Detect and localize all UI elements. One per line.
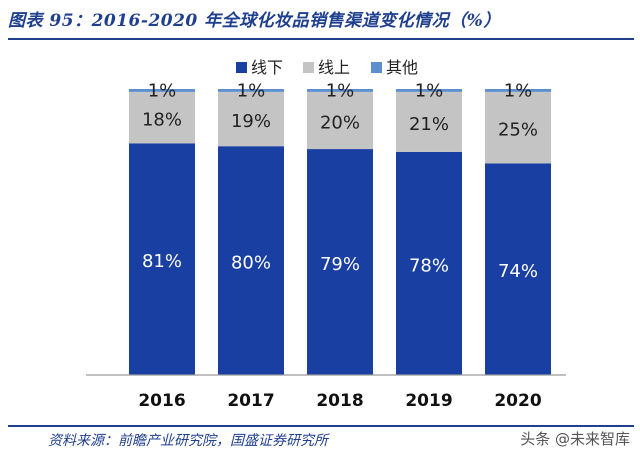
data-label-2016-2: 1% <box>148 81 177 102</box>
data-label-2020-2: 1% <box>504 81 533 102</box>
x-tick-label-2017: 2017 <box>227 391 274 411</box>
chart-bars: 81% 18% 1% 80% 19% 1% 79% 20% 1% 78% 21% 1% 74% 25% 1% <box>129 81 551 375</box>
data-label-2019-1: 21% <box>409 114 449 135</box>
bar-segment-2016-2 <box>129 89 195 92</box>
data-label-2019-0: 78% <box>409 255 449 276</box>
bar-segment-2018-2 <box>307 89 373 92</box>
source-rule <box>8 425 634 427</box>
x-tick-label-2020: 2020 <box>494 391 541 411</box>
legend-label-0: 线下 <box>251 58 283 77</box>
bar-segment-2020-0 <box>485 163 551 375</box>
bar-segment-2019-2 <box>396 89 462 92</box>
data-label-2019-2: 1% <box>415 81 444 102</box>
x-tick-label-2016: 2016 <box>138 391 185 411</box>
legend-label-1: 线上 <box>318 58 350 77</box>
legend-swatch-2 <box>371 62 382 73</box>
title-rule <box>8 38 634 40</box>
bar-segment-2019-1 <box>396 91 462 152</box>
bar-segment-2020-2 <box>485 89 551 92</box>
data-label-2018-0: 79% <box>320 254 360 275</box>
bar-segment-2016-0 <box>129 143 195 375</box>
stacked-bar-chart: 线下 线上 其他 81% 18% 1% 80% 19% 1% 79% 20% 1% 78% 21% 1% 7… <box>86 58 566 411</box>
bar-segment-2020-1 <box>485 91 551 164</box>
data-label-2018-1: 20% <box>320 112 360 133</box>
bar-segment-2017-1 <box>218 91 284 147</box>
chart-legend: 线下 线上 其他 <box>236 58 418 77</box>
bar-segment-2017-0 <box>218 146 284 375</box>
legend-swatch-1 <box>303 62 314 73</box>
x-tick-label-2018: 2018 <box>316 391 363 411</box>
bar-segment-2019-0 <box>396 151 462 375</box>
x-tick-label-2019: 2019 <box>405 391 452 411</box>
bar-segment-2016-1 <box>129 91 195 144</box>
bar-segment-2017-2 <box>218 89 284 92</box>
legend-swatch-0 <box>236 62 247 73</box>
data-label-2017-2: 1% <box>237 81 266 102</box>
data-label-2017-0: 80% <box>231 253 271 274</box>
bar-segment-2018-1 <box>307 91 373 150</box>
bar-segment-2018-0 <box>307 149 373 375</box>
data-label-2016-0: 81% <box>142 251 182 272</box>
data-label-2020-1: 25% <box>498 120 538 141</box>
data-label-2016-1: 18% <box>142 110 182 131</box>
source-note: 资料来源：前瞻产业研究院，国盛证券研究所 <box>48 433 328 449</box>
data-label-2020-0: 74% <box>498 261 538 282</box>
figure-title: 图表 95：2016-2020 年全球化妆品销售渠道变化情况（%） <box>8 11 501 31</box>
x-tick-labels: 2016 2017 2018 2019 2020 <box>138 391 541 411</box>
data-label-2017-1: 19% <box>231 111 271 132</box>
legend-label-2: 其他 <box>386 58 418 77</box>
watermark: 头条 @未来智库 <box>520 430 630 448</box>
data-label-2018-2: 1% <box>326 81 355 102</box>
